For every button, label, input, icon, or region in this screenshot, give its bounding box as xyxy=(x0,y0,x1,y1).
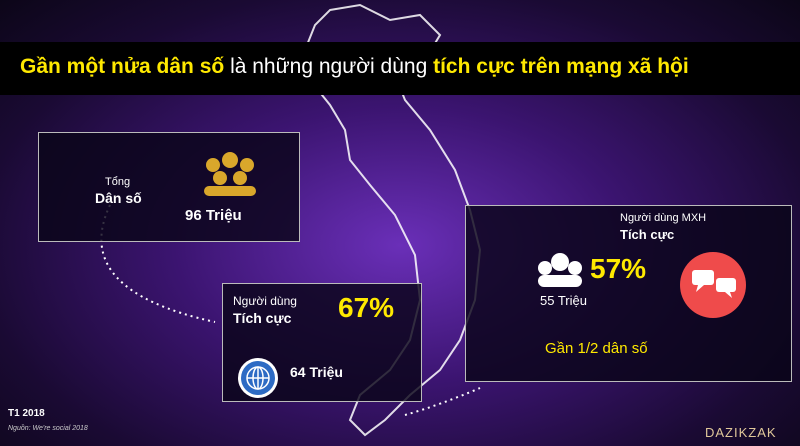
percent: 67% xyxy=(338,292,395,323)
title-text: là những người dùng xyxy=(224,55,434,78)
date: T1 2018 xyxy=(8,408,45,419)
total-box xyxy=(38,132,300,242)
title: Gần một nửa dân số là những người dùng t… xyxy=(20,55,689,79)
percent: 57% xyxy=(590,253,647,284)
label: Người dùng xyxy=(233,294,297,308)
amount: 55 Triệu xyxy=(540,293,587,308)
arrow xyxy=(404,387,481,416)
label: Tích cực xyxy=(233,310,292,326)
label: Tích cực xyxy=(620,227,675,242)
title-highlight: Gần một nửa dân số xyxy=(20,55,225,78)
label: Dân số xyxy=(95,190,142,206)
label: Tổng xyxy=(105,176,131,188)
title-bar xyxy=(0,42,800,95)
label: Người dùng MXH xyxy=(620,212,707,224)
logo: DAZIKZAK xyxy=(705,425,777,440)
title-highlight: tích cực trên mạng xã hội xyxy=(433,55,689,78)
note: Gần 1/2 dân số xyxy=(545,340,648,357)
source: Nguồn: We're social 2018 xyxy=(8,425,88,432)
amount: 96 Triệu xyxy=(185,207,242,224)
amount: 64 Triệu xyxy=(290,364,343,380)
